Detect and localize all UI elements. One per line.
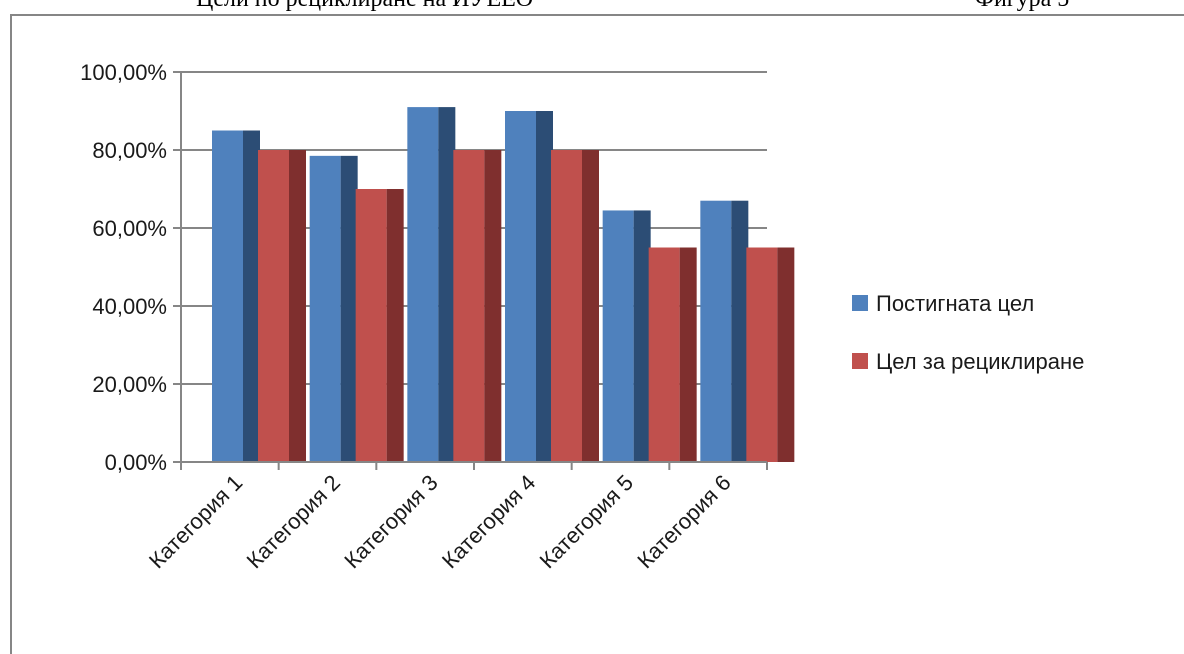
chart-frame bbox=[10, 14, 1184, 654]
bar-side-achieved bbox=[243, 130, 260, 462]
legend-label: Постигната цел bbox=[876, 291, 1034, 316]
bar-side-target bbox=[289, 150, 306, 462]
bar-side-target bbox=[679, 247, 697, 462]
y-tick-label: 60,00% bbox=[92, 216, 167, 241]
bar-side-achieved bbox=[731, 200, 749, 462]
y-tick-label: 80,00% bbox=[92, 138, 167, 163]
legend-swatch bbox=[852, 295, 868, 311]
bar-achieved bbox=[309, 155, 341, 462]
bar-side-target bbox=[484, 150, 502, 462]
document-header: Цели по рециклиране на ИУЕЕО Фигура 5 bbox=[0, 0, 1184, 16]
bar-side-target bbox=[386, 189, 404, 462]
bar-target bbox=[453, 150, 485, 462]
bar-achieved bbox=[700, 200, 732, 462]
bar-side-achieved bbox=[438, 107, 456, 462]
x-tick-label: Категория 1 bbox=[144, 470, 247, 573]
bar-target bbox=[648, 247, 680, 462]
bar-side-achieved bbox=[633, 210, 651, 462]
bar-side-target bbox=[777, 247, 795, 462]
bar-achieved bbox=[602, 210, 634, 462]
x-tick-label: Категория 6 bbox=[632, 470, 735, 573]
legend-swatch bbox=[852, 353, 868, 369]
x-tick-label: Категория 2 bbox=[242, 470, 345, 573]
bar-target bbox=[746, 247, 778, 462]
x-tick-label: Категория 4 bbox=[437, 470, 540, 573]
y-tick-label: 40,00% bbox=[92, 294, 167, 319]
legend-label: Цел за рециклиране bbox=[876, 349, 1084, 374]
bar-achieved bbox=[505, 111, 536, 462]
bar-side-achieved bbox=[536, 111, 553, 462]
x-tick-label: Категория 5 bbox=[535, 470, 638, 573]
bar-side-achieved bbox=[340, 155, 358, 462]
x-tick-label: Категория 3 bbox=[339, 470, 442, 573]
y-tick-label: 100,00% bbox=[80, 60, 167, 85]
bar-achieved bbox=[212, 130, 243, 462]
y-tick-label: 0,00% bbox=[105, 450, 167, 475]
y-tick-label: 20,00% bbox=[92, 372, 167, 397]
bar-achieved bbox=[407, 107, 439, 462]
bar-target bbox=[258, 150, 289, 462]
figure-caption: Цели по рециклиране на ИУЕЕО bbox=[196, 0, 533, 13]
bar-target bbox=[551, 150, 582, 462]
bar-side-target bbox=[582, 150, 599, 462]
figure-number: Фигура 5 bbox=[975, 0, 1069, 13]
bar-target bbox=[355, 189, 387, 462]
